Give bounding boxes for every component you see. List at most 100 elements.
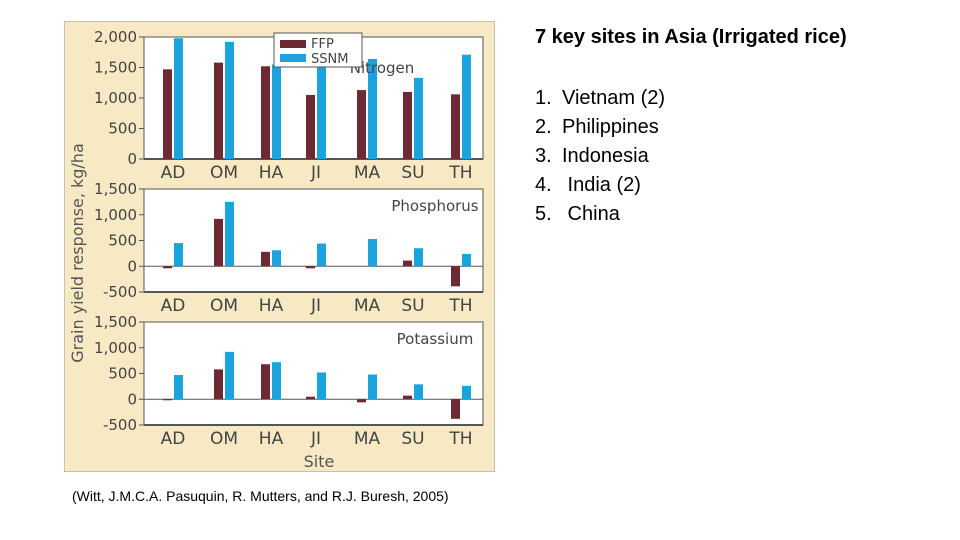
x-tick-label: SU xyxy=(401,163,424,183)
site-number: 2. xyxy=(535,116,552,138)
x-tick-label: MA xyxy=(354,296,381,316)
y-tick-label: 1,000 xyxy=(94,206,137,224)
ffp-bar-ad xyxy=(163,69,172,159)
x-tick-label: MA xyxy=(354,163,381,183)
ffp-bar-ma xyxy=(357,399,366,403)
ffp-bar-ha xyxy=(261,364,270,400)
ffp-bar-th xyxy=(451,266,460,287)
citation: (Witt, J.M.C.A. Pasuquin, R. Mutters, an… xyxy=(72,488,449,504)
site-list-item: 3. Indonesia xyxy=(535,142,665,171)
x-tick-label: OM xyxy=(210,429,238,449)
y-tick-label: 2,000 xyxy=(94,28,137,46)
y-axis-label: Grain yield response, kg/ha xyxy=(68,143,87,363)
y-tick-label: -500 xyxy=(103,283,137,301)
panel-title: Nitrogen xyxy=(350,59,415,77)
x-tick-label: HA xyxy=(259,296,284,316)
y-tick-label: 500 xyxy=(108,232,137,250)
x-tick-label: TH xyxy=(448,296,472,316)
ffp-bar-su xyxy=(403,91,412,159)
ffp-bar-om xyxy=(214,62,223,160)
legend-label-ffp: FFP xyxy=(311,37,334,52)
site-list-item: 5. China xyxy=(535,200,665,229)
x-tick-label: JI xyxy=(310,429,321,449)
ssnm-bar-ha xyxy=(272,250,281,267)
grain-yield-figure: 0 500 1,000 1,500 2,000 AD OM HA JI MA SU TH Nitroge… xyxy=(64,21,495,472)
ffp-bar-om xyxy=(214,218,223,267)
y-tick-label: 1,500 xyxy=(94,180,137,198)
panel-plot-area xyxy=(143,321,484,426)
x-tick-label: OM xyxy=(210,163,238,183)
site-name: India (2) xyxy=(562,174,641,196)
ffp-bar-om xyxy=(214,369,223,400)
site-name: Philippines xyxy=(562,116,659,138)
panel-title: Phosphorus xyxy=(391,197,478,215)
ssnm-bar-th xyxy=(462,385,471,400)
ffp-bar-th xyxy=(451,399,460,419)
x-tick-label: MA xyxy=(354,429,381,449)
site-list: 1. Vietnam (2) 2. Philippines 3. Indonesia … xyxy=(535,84,665,229)
ffp-bar-su xyxy=(403,260,412,267)
y-tick-label: 1,000 xyxy=(94,89,137,107)
x-tick-label: AD xyxy=(161,163,186,183)
x-axis-label: Site xyxy=(304,452,335,471)
grain-yield-chart: 0 500 1,000 1,500 2,000 AD OM HA JI MA SU TH Nitroge… xyxy=(64,21,495,472)
ffp-bar-ad xyxy=(163,266,172,269)
site-number: 5. xyxy=(535,203,552,225)
slide-title: 7 key sites in Asia (Irrigated rice) xyxy=(535,26,847,48)
x-tick-label: TH xyxy=(448,163,472,183)
y-tick-label: 0 xyxy=(127,390,137,408)
ffp-bar-ha xyxy=(261,66,270,159)
panel-title: Potassium xyxy=(397,330,474,348)
x-tick-label: HA xyxy=(259,429,284,449)
ffp-bar-ha xyxy=(261,251,270,267)
ssnm-bar-su xyxy=(414,248,423,267)
x-tick-label: AD xyxy=(161,296,186,316)
x-tick-label: JI xyxy=(310,163,321,183)
ssnm-bar-ad xyxy=(174,38,183,159)
panel-plot-area xyxy=(143,188,484,293)
legend-swatch-ssnm xyxy=(280,54,306,62)
x-tick-label: HA xyxy=(259,163,284,183)
y-tick-label: 1,500 xyxy=(94,59,137,77)
ffp-bar-ma xyxy=(357,90,366,159)
ffp-bar-ad xyxy=(163,399,172,401)
ssnm-bar-th xyxy=(462,54,471,159)
y-tick-label: 500 xyxy=(108,365,137,383)
ssnm-bar-ji xyxy=(317,66,326,159)
ssnm-bar-om xyxy=(225,41,234,159)
legend-swatch-ffp xyxy=(280,40,306,48)
y-tick-label: 500 xyxy=(108,120,137,138)
ssnm-bar-ha xyxy=(272,362,281,400)
ssnm-bar-om xyxy=(225,351,234,400)
site-list-item: 4. India (2) xyxy=(535,171,665,200)
ssnm-bar-ad xyxy=(174,375,183,400)
x-tick-label: JI xyxy=(310,296,321,316)
ssnm-bar-ji xyxy=(317,243,326,267)
ssnm-bar-ma xyxy=(368,238,377,267)
ffp-bar-ji xyxy=(306,266,315,269)
x-tick-label: AD xyxy=(161,429,186,449)
site-number: 4. xyxy=(535,174,552,196)
site-number: 3. xyxy=(535,145,552,167)
ffp-bar-th xyxy=(451,94,460,159)
ffp-bar-ji xyxy=(306,396,315,400)
y-tick-label: 0 xyxy=(127,150,137,168)
legend-label-ssnm: SSNM xyxy=(311,52,348,67)
ssnm-bar-ma xyxy=(368,58,377,159)
ffp-bar-ji xyxy=(306,94,315,159)
x-tick-label: TH xyxy=(448,429,472,449)
site-number: 1. xyxy=(535,87,552,109)
site-list-item: 2. Philippines xyxy=(535,113,665,142)
site-name: China xyxy=(562,203,620,225)
site-name: Indonesia xyxy=(562,145,649,167)
ssnm-bar-ha xyxy=(272,64,281,159)
y-tick-label: 0 xyxy=(127,257,137,275)
ssnm-bar-ma xyxy=(368,374,377,400)
ssnm-bar-th xyxy=(462,253,471,267)
ssnm-bar-ad xyxy=(174,243,183,267)
y-tick-label: 1,500 xyxy=(94,313,137,331)
y-tick-label: -500 xyxy=(103,416,137,434)
x-tick-label: SU xyxy=(401,429,424,449)
site-name: Vietnam (2) xyxy=(562,87,666,109)
ssnm-bar-om xyxy=(225,201,234,267)
